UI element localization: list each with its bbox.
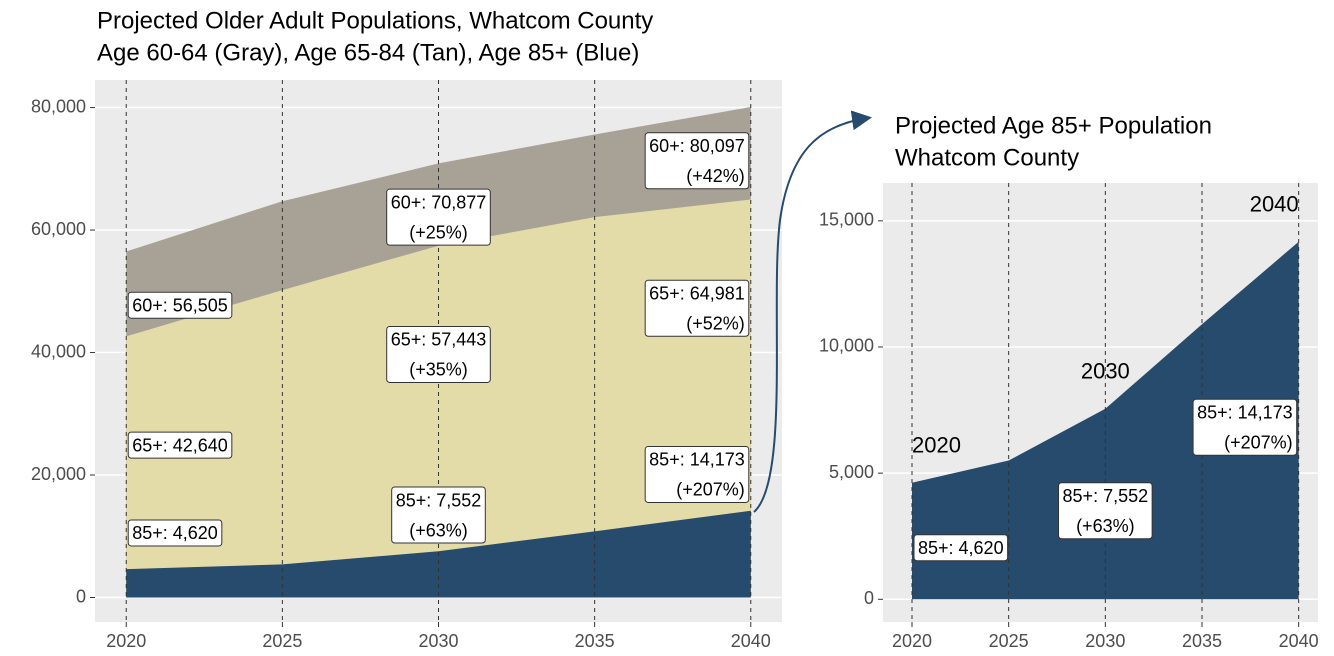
y-tick-label: 10,000 xyxy=(819,336,874,356)
value-label-box xyxy=(644,445,750,503)
x-tick-label: 2040 xyxy=(731,631,771,651)
x-tick-label: 2035 xyxy=(575,631,615,651)
y-tick-label: 80,000 xyxy=(31,96,86,116)
value-label: 65+: 64,981 (+52%) xyxy=(649,283,745,333)
y-tick-label: 15,000 xyxy=(819,210,874,230)
y-tick-label: 0 xyxy=(76,586,86,606)
x-tick-label: 2035 xyxy=(1182,631,1222,651)
value-label-line: 85+: 14,173 xyxy=(649,449,745,469)
value-label-line: 60+: 70,877 xyxy=(391,192,487,212)
value-label-line: (+207%) xyxy=(1224,432,1293,452)
y-tick-label: 40,000 xyxy=(31,341,86,361)
value-label-line: 65+: 64,981 xyxy=(649,283,745,303)
value-label: 85+: 14,173 (+207%) xyxy=(649,449,745,499)
value-label: 85+: 4,620 xyxy=(918,538,1004,558)
point-label: 2040 xyxy=(1250,192,1299,217)
value-label: 65+: 42,640 xyxy=(132,435,228,455)
value-label-box xyxy=(644,279,750,337)
value-label-box xyxy=(391,486,486,544)
point-label: 2020 xyxy=(912,433,961,458)
x-tick-label: 2020 xyxy=(892,631,932,651)
value-label: 85+: 7,552 (+63%) xyxy=(396,490,482,540)
value-label-box xyxy=(127,291,233,319)
value-label-line: (+25%) xyxy=(409,222,468,242)
value-label: 65+: 57,443 (+35%) xyxy=(391,329,487,379)
value-label: 85+: 4,620 xyxy=(132,523,218,543)
x-tick-label: 2030 xyxy=(1085,631,1125,651)
chart-title: Projected Age 85+ Population xyxy=(895,112,1212,139)
y-tick-label: 60,000 xyxy=(31,219,86,239)
value-label-box xyxy=(1058,482,1153,540)
x-tick-label: 2020 xyxy=(106,631,146,651)
value-label-box xyxy=(127,431,233,459)
chart-subtitle: Age 60-64 (Gray), Age 65-84 (Tan), Age 8… xyxy=(97,39,639,66)
y-tick-label: 5,000 xyxy=(829,462,874,482)
value-label-line: 60+: 56,505 xyxy=(132,295,228,315)
value-label-box xyxy=(386,325,491,383)
value-label-line: (+207%) xyxy=(676,479,745,499)
value-label: 85+: 14,173 (+207%) xyxy=(1197,402,1293,452)
value-label-line: 60+: 80,097 xyxy=(649,136,745,156)
value-label: 60+: 70,877 (+25%) xyxy=(391,192,487,242)
point-label: 2030 xyxy=(1081,359,1130,384)
chart-title: Projected Older Adult Populations, Whatc… xyxy=(97,7,653,34)
value-label-line: 65+: 42,640 xyxy=(132,435,228,455)
x-tick-label: 2025 xyxy=(262,631,302,651)
connector-arrow xyxy=(753,110,872,513)
value-label-box xyxy=(913,534,1009,562)
x-tick-label: 2025 xyxy=(989,631,1029,651)
value-label-line: 85+: 4,620 xyxy=(918,538,1004,558)
value-label-line: 85+: 7,552 xyxy=(396,490,482,510)
value-label: 60+: 80,097 (+42%) xyxy=(649,136,745,186)
value-label-line: 65+: 57,443 xyxy=(391,329,487,349)
value-label-box xyxy=(1192,398,1298,456)
value-label-line: (+63%) xyxy=(1076,516,1135,536)
area xyxy=(912,241,1299,600)
value-label-line: (+63%) xyxy=(409,520,468,540)
value-label-line: 85+: 14,173 xyxy=(1197,402,1293,422)
value-label-box xyxy=(386,188,491,246)
y-tick-label: 0 xyxy=(864,588,874,608)
value-label-line: (+35%) xyxy=(409,359,468,379)
value-label-line: (+42%) xyxy=(686,166,745,186)
value-label: 85+: 7,552 (+63%) xyxy=(1063,486,1149,536)
value-label-line: (+52%) xyxy=(686,313,745,333)
x-tick-label: 2040 xyxy=(1279,631,1319,651)
value-label: 60+: 56,505 xyxy=(132,295,228,315)
chart-subtitle: Whatcom County xyxy=(895,144,1079,171)
value-label-line: 85+: 7,552 xyxy=(1063,486,1149,506)
value-label-line: 85+: 4,620 xyxy=(132,523,218,543)
value-label-box xyxy=(127,519,223,547)
value-label-box xyxy=(644,132,750,190)
y-tick-label: 20,000 xyxy=(31,464,86,484)
x-tick-label: 2030 xyxy=(418,631,458,651)
